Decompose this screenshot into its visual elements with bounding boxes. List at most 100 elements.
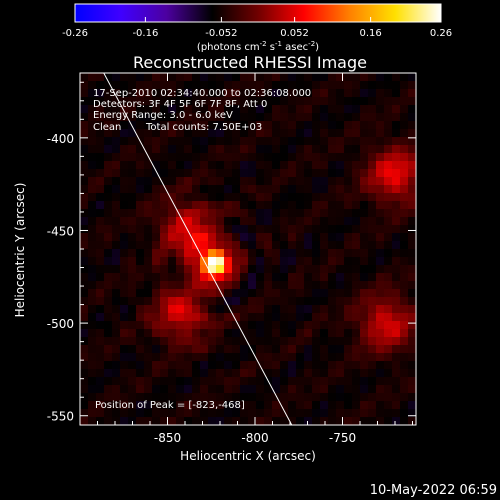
heatmap-cell xyxy=(168,241,176,249)
heatmap-cell xyxy=(400,153,408,161)
heatmap-cell xyxy=(120,345,128,353)
heatmap-cell xyxy=(96,193,104,201)
heatmap-cell xyxy=(168,313,176,321)
heatmap-cell xyxy=(112,201,120,209)
heatmap-cell xyxy=(328,113,336,121)
heatmap-cell xyxy=(248,273,256,281)
heatmap-cell xyxy=(80,313,88,321)
heatmap-cell xyxy=(184,161,192,169)
heatmap-cell xyxy=(304,145,312,153)
heatmap-cell xyxy=(128,289,136,297)
heatmap-cell xyxy=(320,193,328,201)
heatmap-cell xyxy=(184,273,192,281)
heatmap-cell xyxy=(304,265,312,273)
heatmap-cell xyxy=(376,409,384,417)
heatmap-cell xyxy=(96,113,104,121)
heatmap-cell xyxy=(240,329,248,337)
heatmap-cell xyxy=(344,217,352,225)
heatmap-cell xyxy=(392,161,400,169)
heatmap-cell xyxy=(296,137,304,145)
heatmap-cell xyxy=(152,145,160,153)
heatmap-cell xyxy=(272,225,280,233)
heatmap-cell xyxy=(136,129,144,137)
heatmap-cell xyxy=(168,145,176,153)
heatmap-cell xyxy=(304,289,312,297)
heatmap-cell xyxy=(352,281,360,289)
heatmap-cell xyxy=(168,345,176,353)
heatmap-cell xyxy=(264,361,272,369)
heatmap-cell xyxy=(80,81,88,89)
heatmap-cell xyxy=(352,177,360,185)
heatmap-cell xyxy=(272,153,280,161)
heatmap-cell xyxy=(296,297,304,305)
heatmap-cell xyxy=(320,137,328,145)
heatmap-cell xyxy=(184,289,192,297)
heatmap-cell xyxy=(120,233,128,241)
heatmap-cell xyxy=(96,121,104,129)
heatmap-cell xyxy=(112,361,120,369)
heatmap-cell xyxy=(216,329,224,337)
heatmap-cell xyxy=(144,345,152,353)
heatmap-cell xyxy=(120,409,128,417)
heatmap-cell xyxy=(368,193,376,201)
heatmap-cell xyxy=(296,289,304,297)
heatmap-cell xyxy=(392,169,400,177)
heatmap-cell xyxy=(304,225,312,233)
heatmap-cell xyxy=(320,273,328,281)
heatmap-cell xyxy=(328,417,336,425)
heatmap-cell xyxy=(216,185,224,193)
heatmap-cell xyxy=(80,241,88,249)
heatmap-cell xyxy=(304,401,312,409)
heatmap-cell xyxy=(184,321,192,329)
heatmap-cell xyxy=(248,161,256,169)
heatmap-cell xyxy=(224,361,232,369)
heatmap-cell xyxy=(216,313,224,321)
heatmap-cell xyxy=(296,257,304,265)
heatmap-cell xyxy=(312,289,320,297)
heatmap-cell xyxy=(352,361,360,369)
heatmap-cell xyxy=(408,393,416,401)
heatmap-cell xyxy=(224,401,232,409)
heatmap-cell xyxy=(240,249,248,257)
heatmap-cell xyxy=(408,233,416,241)
heatmap-cell xyxy=(336,353,344,361)
heatmap-cell xyxy=(176,97,184,105)
heatmap-cell xyxy=(288,297,296,305)
heatmap-cell xyxy=(88,137,96,145)
heatmap-cell xyxy=(296,129,304,137)
heatmap-cell xyxy=(408,113,416,121)
heatmap-cell xyxy=(336,209,344,217)
heatmap-cell xyxy=(208,345,216,353)
heatmap-cell xyxy=(264,409,272,417)
heatmap-cell xyxy=(400,385,408,393)
heatmap-cell xyxy=(344,201,352,209)
heatmap-cell xyxy=(96,169,104,177)
heatmap-cell xyxy=(368,217,376,225)
heatmap-cell xyxy=(136,241,144,249)
heatmap-cell xyxy=(392,353,400,361)
heatmap-cell xyxy=(288,369,296,377)
heatmap-cell xyxy=(296,385,304,393)
heatmap-cell xyxy=(288,393,296,401)
heatmap-cell xyxy=(104,297,112,305)
heatmap-cell xyxy=(200,185,208,193)
heatmap-cell xyxy=(208,113,216,121)
heatmap-cell xyxy=(312,401,320,409)
heatmap-cell xyxy=(120,97,128,105)
heatmap-cell xyxy=(152,129,160,137)
heatmap-cell xyxy=(352,89,360,97)
heatmap-cell xyxy=(328,193,336,201)
heatmap-cell xyxy=(408,377,416,385)
heatmap-cell xyxy=(384,97,392,105)
heatmap-cell xyxy=(296,305,304,313)
heatmap-cell xyxy=(120,305,128,313)
heatmap-cell xyxy=(208,257,216,265)
heatmap-cell xyxy=(112,129,120,137)
heatmap-cell xyxy=(128,393,136,401)
heatmap-cell xyxy=(400,393,408,401)
heatmap-cell xyxy=(152,121,160,129)
heatmap-cell xyxy=(176,249,184,257)
heatmap-cell xyxy=(312,257,320,265)
heatmap-cell xyxy=(312,241,320,249)
heatmap-cell xyxy=(152,401,160,409)
